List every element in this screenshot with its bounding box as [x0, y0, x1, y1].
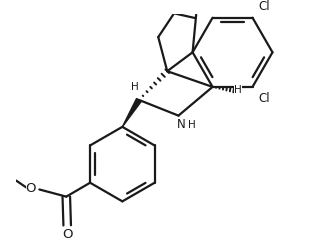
Text: Cl: Cl — [258, 0, 270, 13]
Polygon shape — [122, 99, 141, 127]
Text: O: O — [26, 182, 36, 195]
Text: H: H — [234, 85, 242, 95]
Text: H: H — [132, 82, 139, 92]
Text: H: H — [187, 120, 195, 130]
Text: N: N — [177, 118, 186, 131]
Text: O: O — [62, 228, 73, 241]
Text: Cl: Cl — [258, 92, 270, 105]
